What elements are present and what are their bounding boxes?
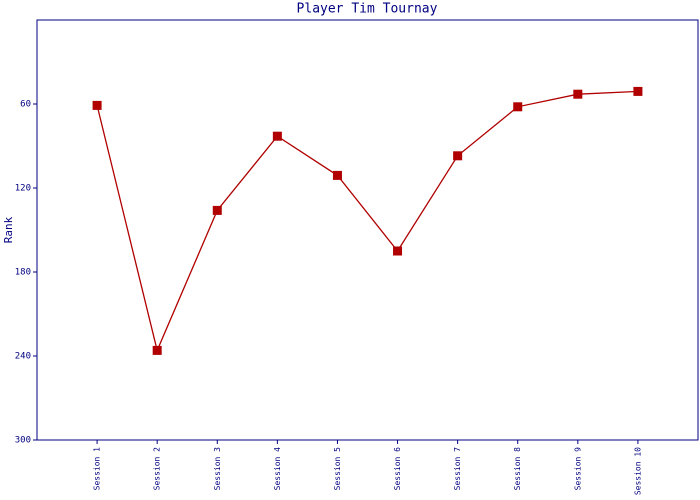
x-tick-label: Session 10 — [633, 447, 642, 495]
x-tick-label: Session 6 — [393, 447, 402, 491]
x-tick-label: Session 5 — [333, 447, 342, 491]
data-point — [393, 246, 403, 256]
x-tick-label: Session 1 — [93, 447, 102, 491]
y-tick-label: 180 — [15, 268, 31, 278]
data-point — [453, 151, 463, 161]
data-point — [513, 102, 523, 112]
y-tick-label: 60 — [20, 100, 31, 110]
plot-frame — [36, 19, 699, 441]
data-point — [212, 205, 222, 215]
data-point — [272, 131, 282, 141]
x-tick-label: Session 2 — [153, 447, 162, 491]
y-tick-label: 120 — [15, 184, 31, 194]
x-tick-label: Session 4 — [273, 447, 282, 491]
y-tick-label: 300 — [15, 436, 31, 446]
x-tick-label: Session 7 — [453, 447, 462, 491]
data-point — [332, 170, 342, 180]
data-point — [573, 89, 583, 99]
data-point — [633, 86, 643, 96]
data-point — [152, 345, 162, 355]
data-line — [96, 90, 638, 353]
data-point — [92, 100, 102, 110]
x-tick-label: Session 8 — [513, 447, 522, 491]
y-tick-label: 240 — [15, 352, 31, 362]
chart-title: Player Tim Tournay — [297, 2, 438, 17]
x-tick-label: Session 3 — [213, 447, 222, 491]
x-tick-label: Session 9 — [573, 447, 582, 491]
y-axis-label: Rank — [2, 216, 15, 243]
